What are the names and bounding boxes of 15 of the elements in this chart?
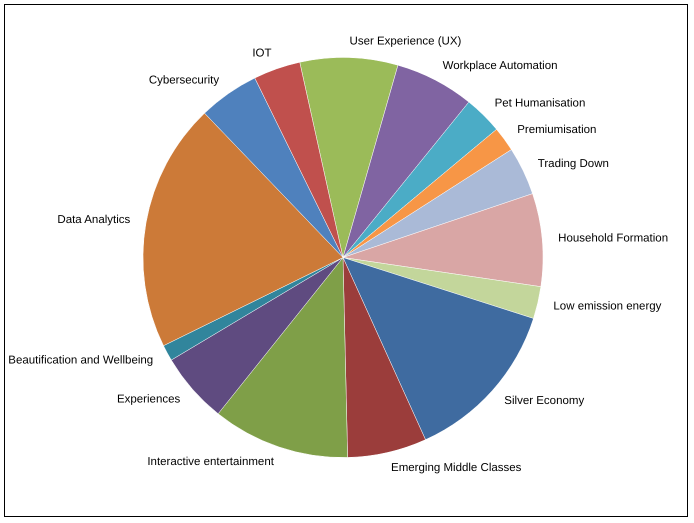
slice-label: Workplace Automation <box>442 60 558 72</box>
slice-label: Experiences <box>116 394 180 406</box>
slice-label: Low emission energy <box>553 300 662 312</box>
slice-label: IOT <box>252 48 272 60</box>
slice-label: Silver Economy <box>504 395 584 408</box>
slice-label: Emerging Middle Classes <box>391 462 522 474</box>
slice-label: Cybersecurity <box>148 74 220 87</box>
slice-label: Interactive entertainment <box>147 456 275 468</box>
slice-label: Beautification and Wellbeing <box>8 354 154 367</box>
slice-label: Pet Humanisation <box>494 98 586 110</box>
slice-label: Household Formation <box>558 232 668 244</box>
slice-label: Trading Down <box>538 158 609 170</box>
slice-label: Data Analytics <box>57 214 131 226</box>
slice-label: User Experience (UX) <box>350 36 462 48</box>
slice-label: Premiumisation <box>517 124 596 136</box>
